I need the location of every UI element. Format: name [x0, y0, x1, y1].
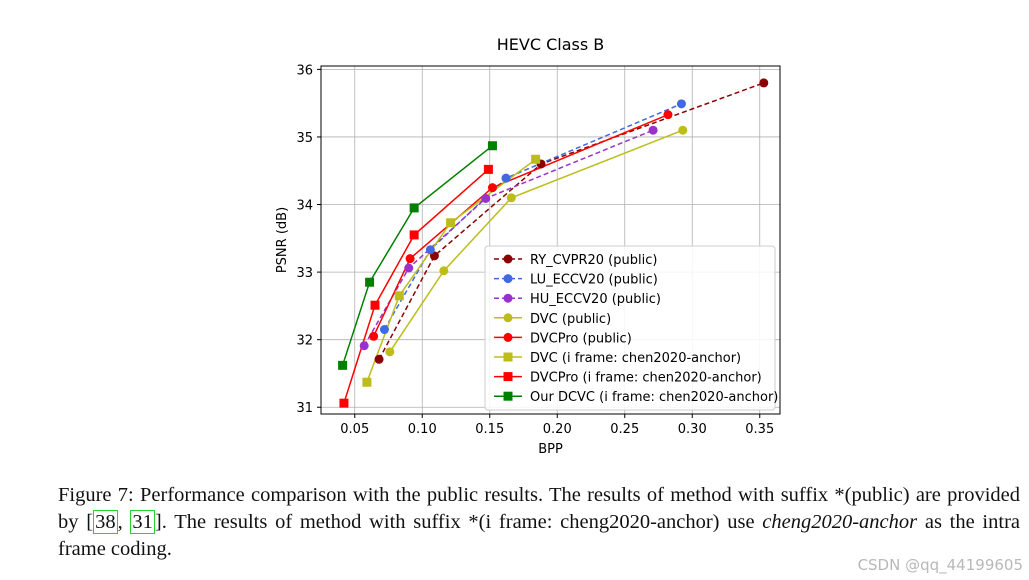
data-point-circle: [676, 99, 686, 109]
citation-link[interactable]: 31: [130, 510, 155, 534]
series-line-6: [343, 168, 489, 404]
y-tick-label: 32: [296, 334, 313, 349]
method-name: cheng2020-anchor: [762, 511, 918, 533]
data-point-circle: [648, 125, 658, 135]
legend-label: DVCPro (i frame: chen2020-anchor): [530, 371, 762, 386]
series-line-2: [363, 129, 654, 347]
data-point-circle: [663, 110, 673, 120]
citation-link[interactable]: 38: [93, 510, 118, 534]
data-point-square: [409, 230, 419, 240]
data-point-square: [394, 291, 404, 301]
x-tick-label: 0.25: [610, 422, 639, 437]
data-point-circle: [385, 347, 395, 357]
x-axis-label: BPP: [538, 442, 563, 457]
data-point-square: [339, 398, 349, 408]
chart-title: HEVC Class B: [497, 35, 605, 54]
x-tick-label: 0.35: [745, 422, 774, 437]
legend-box: [484, 245, 776, 411]
data-point-square: [487, 141, 497, 151]
series-line-3: [389, 129, 684, 353]
x-tick-label: 0.20: [543, 422, 572, 437]
legend-label: DVCPro (public): [530, 331, 632, 346]
data-point-circle: [369, 331, 379, 341]
data-point-square: [365, 277, 375, 287]
data-point-circle: [404, 263, 414, 273]
x-tick-label: 0.10: [408, 422, 437, 437]
x-tick-label: 0.30: [678, 422, 707, 437]
legend-marker: [503, 274, 513, 284]
legend-marker: [503, 293, 513, 303]
legend-marker: [503, 332, 513, 342]
data-point-square: [362, 377, 372, 387]
data-point-circle: [425, 245, 435, 255]
data-point-circle: [506, 193, 516, 203]
legend-label: Our DCVC (i frame: chen2020-anchor): [530, 390, 778, 405]
data-point-square: [483, 164, 493, 174]
figure-caption: Figure 7: Performance comparison with th…: [58, 484, 1020, 560]
watermark: CSDN @qq_44199605: [857, 556, 1023, 574]
legend-label: RY_CVPR20 (public): [530, 253, 657, 268]
data-point-circle: [481, 193, 491, 203]
legend-label: DVC (i frame: chen2020-anchor): [530, 351, 741, 366]
legend-marker: [503, 254, 513, 264]
x-tick-label: 0.05: [340, 422, 369, 437]
data-point-circle: [439, 266, 449, 276]
data-point-circle: [487, 183, 497, 193]
axes-frame: [320, 65, 781, 415]
data-point-circle: [405, 254, 415, 264]
series-line-7: [341, 145, 493, 366]
chart: 0.05 0.10 0.15 0.20 0.25 0.30 0.35 31 32 33 34 35 36…: [275, 35, 781, 457]
x-tick-label: 0.15: [475, 422, 504, 437]
data-point-circle: [678, 125, 688, 135]
legend-marker: [503, 391, 513, 401]
data-point-square: [531, 154, 541, 164]
data-point-circle: [374, 354, 384, 364]
data-point-square: [338, 360, 348, 370]
y-tick-label: 34: [296, 199, 313, 214]
data-point-square: [409, 203, 419, 213]
data-point-circle: [501, 173, 511, 183]
data-point-square: [446, 218, 456, 228]
data-point-circle: [379, 325, 389, 335]
legend-label: DVC (public): [530, 312, 611, 327]
series-line-0: [378, 82, 765, 360]
y-tick-label: 35: [296, 131, 313, 146]
legend-marker: [503, 372, 513, 382]
y-axis-label: PSNR (dB): [275, 207, 290, 273]
y-tick-label: 31: [296, 401, 313, 416]
legend-label: LU_ECCV20 (public): [530, 273, 658, 288]
data-point-circle: [759, 78, 769, 88]
data-point-circle: [359, 341, 369, 351]
y-tick-label: 36: [296, 63, 313, 78]
data-point-square: [370, 300, 380, 310]
y-tick-label: 33: [296, 266, 313, 281]
legend-marker: [503, 352, 513, 362]
legend-marker: [503, 313, 513, 323]
legend-label: HU_ECCV20 (public): [530, 292, 661, 307]
